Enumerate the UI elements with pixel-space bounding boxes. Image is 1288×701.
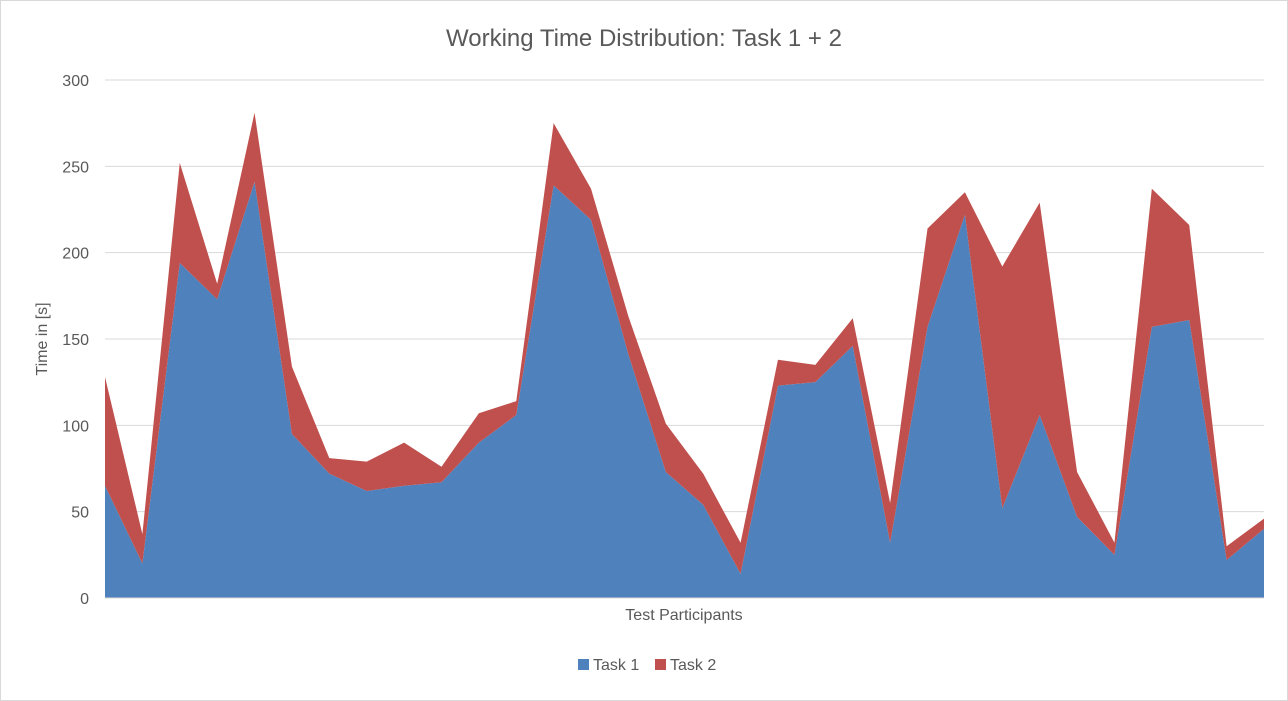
y-tick-label: 150 bbox=[62, 332, 89, 349]
area-layer bbox=[105, 112, 1264, 598]
y-tick-label: 0 bbox=[80, 591, 89, 608]
series-area-task-2 bbox=[105, 112, 1264, 574]
legend: Task 1 Task 2 bbox=[578, 657, 716, 674]
legend-swatch-task-1 bbox=[578, 659, 589, 670]
y-axis-ticks: 0 50 100 150 200 250 300 bbox=[62, 73, 89, 608]
series-area-task-1 bbox=[105, 181, 1264, 598]
y-tick-label: 100 bbox=[62, 418, 89, 435]
y-tick-label: 50 bbox=[71, 505, 89, 522]
y-tick-label: 300 bbox=[62, 73, 89, 90]
y-tick-label: 250 bbox=[62, 159, 89, 176]
y-tick-label: 200 bbox=[62, 246, 89, 263]
y-axis-label: Time in [s] bbox=[34, 302, 51, 375]
x-axis-label: Test Participants bbox=[625, 607, 742, 624]
legend-label: Task 1 bbox=[593, 657, 639, 674]
chart-title: Working Time Distribution: Task 1 + 2 bbox=[446, 25, 842, 52]
legend-swatch-task-2 bbox=[655, 659, 666, 670]
legend-label: Task 2 bbox=[670, 657, 716, 674]
